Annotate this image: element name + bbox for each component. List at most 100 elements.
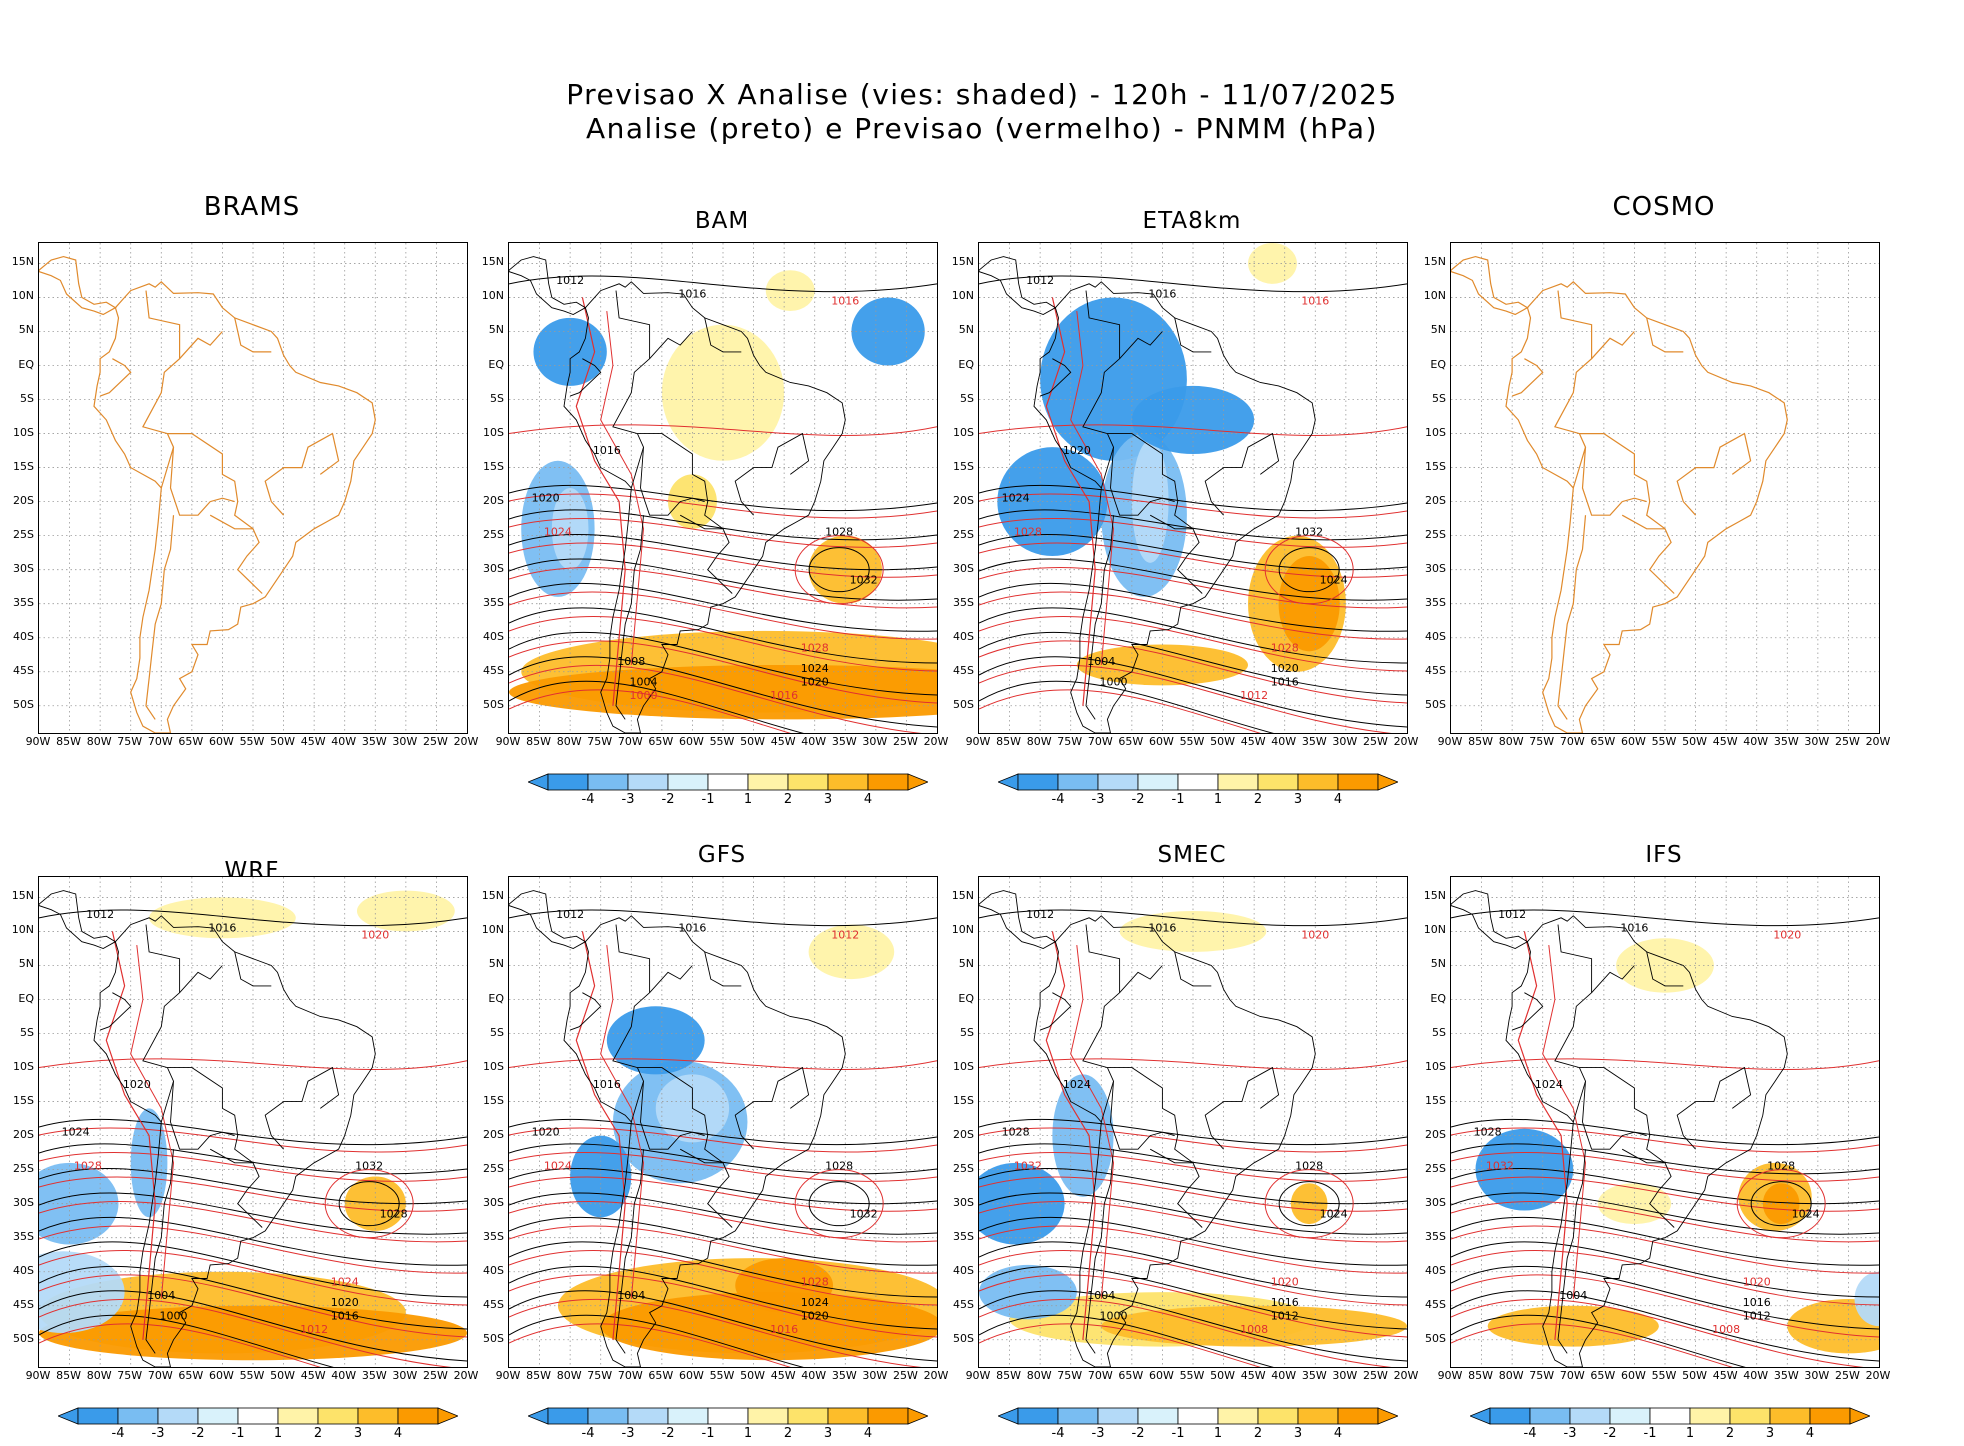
colorbar-tick-label: 3 — [1765, 1426, 1775, 1441]
forecast-isobar — [509, 424, 937, 436]
lon-tick-label: 20W — [1865, 735, 1891, 748]
colorbar-arrow-left — [526, 1407, 549, 1425]
colorbar-tick-label: -2 — [1131, 1426, 1145, 1441]
colorbar: -4 -3 -2 -1 1 2 3 4 — [526, 1406, 930, 1446]
forecast-isobar — [1070, 945, 1115, 1299]
analysis-isobar — [509, 1241, 937, 1298]
graticule — [1451, 877, 1879, 1367]
forecast-isobar — [979, 1058, 1407, 1070]
lon-tick-label: 70W — [147, 1369, 173, 1382]
forecast-isobar — [979, 1298, 1393, 1367]
lat-tick-label: 50S — [1425, 697, 1446, 711]
lon-tick-label: 65W — [1118, 1369, 1144, 1382]
lon-tick-label: 55W — [1179, 735, 1205, 748]
lon-tick-label: 30W — [862, 1369, 888, 1382]
lon-tick-label: 70W — [1087, 1369, 1113, 1382]
contour-label: 1024 — [1320, 573, 1348, 586]
colorbar-segment — [237, 1407, 279, 1425]
analysis-isobar — [979, 1265, 1407, 1330]
lon-tick-label: 40W — [1743, 735, 1769, 748]
lon-tick-label: 80W — [1498, 735, 1524, 748]
forecast-isobar — [509, 1298, 923, 1367]
forecast-isobar — [979, 591, 1407, 640]
contour-label: 1016 — [1148, 921, 1176, 934]
analysis-isobar — [39, 1265, 467, 1330]
colorbar-segment — [1017, 1407, 1059, 1425]
colorbar-segment — [747, 773, 789, 791]
colorbar-arrow-right — [1377, 773, 1400, 791]
analysis-isobar — [979, 484, 1407, 512]
graticule — [1451, 243, 1879, 733]
contour-label: 1024 — [801, 662, 829, 675]
lat-tick-label: 50S — [953, 697, 974, 711]
analysis-isobar — [979, 582, 1407, 632]
contour-label: 1020 — [532, 492, 560, 505]
lat-tick-label: 30S — [1425, 1195, 1446, 1209]
colorbar-segment — [1217, 1407, 1259, 1425]
lat-tick-label: 45S — [13, 663, 34, 677]
colorbar-arrow-left — [1468, 1407, 1491, 1425]
forecast-isobar — [1542, 945, 1587, 1299]
contour-label: 1028 — [1295, 1160, 1323, 1173]
analysis-isobar — [1451, 1168, 1879, 1205]
lat-tick-label: 10N — [11, 923, 34, 937]
forecast-isobar — [509, 1176, 937, 1212]
analysis-isobar — [979, 909, 1407, 927]
lon-tick-label: 35W — [1301, 1369, 1327, 1382]
lat-tick-label: 15N — [11, 255, 34, 269]
high-pressure-contour — [1264, 535, 1354, 605]
contour-label: 1012 — [1026, 908, 1054, 921]
colorbar-segment — [1769, 1407, 1811, 1425]
contour-label: 1028 — [801, 641, 829, 654]
forecast-isobar — [979, 664, 1393, 733]
lat-tick-label: 35S — [13, 1229, 34, 1243]
lon-tick-label: 80W — [1026, 1369, 1052, 1382]
lon-tick-label: 25W — [1834, 1369, 1860, 1382]
lat-tick-label: 25S — [953, 1161, 974, 1175]
contour-label: 1028 — [74, 1160, 102, 1173]
analysis-isobar — [39, 1216, 467, 1266]
lon-tick-label: 90W — [25, 735, 51, 748]
contour-label: 1012 — [1271, 1309, 1299, 1322]
colorbar-segment — [1137, 773, 1179, 791]
lat-tick-label: 15N — [481, 255, 504, 269]
forecast-isobar — [1451, 1225, 1879, 1274]
lat-tick-label: 25S — [483, 527, 504, 541]
analysis-isobar — [509, 909, 937, 927]
contour-label: 1012 — [86, 908, 114, 921]
map-frame: 1012 1016 1012 1016 1020 1024 1028 1032 1028 1024… — [508, 876, 938, 1368]
lon-tick-label: 80W — [86, 1369, 112, 1382]
forecast-isobar — [1451, 1151, 1879, 1182]
high-pressure-contour — [338, 1181, 400, 1227]
lat-tick-label: 25S — [1425, 527, 1446, 541]
high-pressure-contour — [1750, 1181, 1812, 1227]
bias-area — [130, 1108, 168, 1218]
colorbar-tick-label: -2 — [1603, 1426, 1617, 1441]
colorbar-tick-label: 2 — [783, 1426, 793, 1441]
lat-tick-label: 20S — [1425, 1127, 1446, 1141]
forecast-isobar — [1451, 1058, 1879, 1070]
lat-tick-label: 20S — [483, 493, 504, 507]
bias-area — [570, 1135, 632, 1218]
lat-tick-label: 15N — [1423, 255, 1446, 269]
contour-label: 1016 — [208, 921, 236, 934]
colorbar-tick-label: 3 — [353, 1426, 363, 1441]
lon-tick-label: 80W — [1026, 735, 1052, 748]
lon-tick-label: 50W — [1210, 1369, 1235, 1382]
lon-tick-label: 40W — [801, 1369, 827, 1382]
colorbar-segment — [747, 1407, 789, 1425]
lat-tick-label: 20S — [13, 493, 34, 507]
panel-title: SMEC — [1157, 842, 1227, 868]
contour-label: 1008 — [617, 655, 645, 668]
colorbar-tick-label: -1 — [1171, 792, 1185, 807]
contour-label: 1012 — [1743, 1309, 1771, 1322]
forecast-isobar — [509, 1201, 937, 1243]
graticule — [509, 877, 937, 1367]
analysis-isobar — [39, 1168, 467, 1205]
forecast-isobar — [979, 640, 1407, 704]
lat-tick-label: 40S — [953, 1263, 974, 1277]
contour-label: 1004 — [1559, 1289, 1587, 1302]
